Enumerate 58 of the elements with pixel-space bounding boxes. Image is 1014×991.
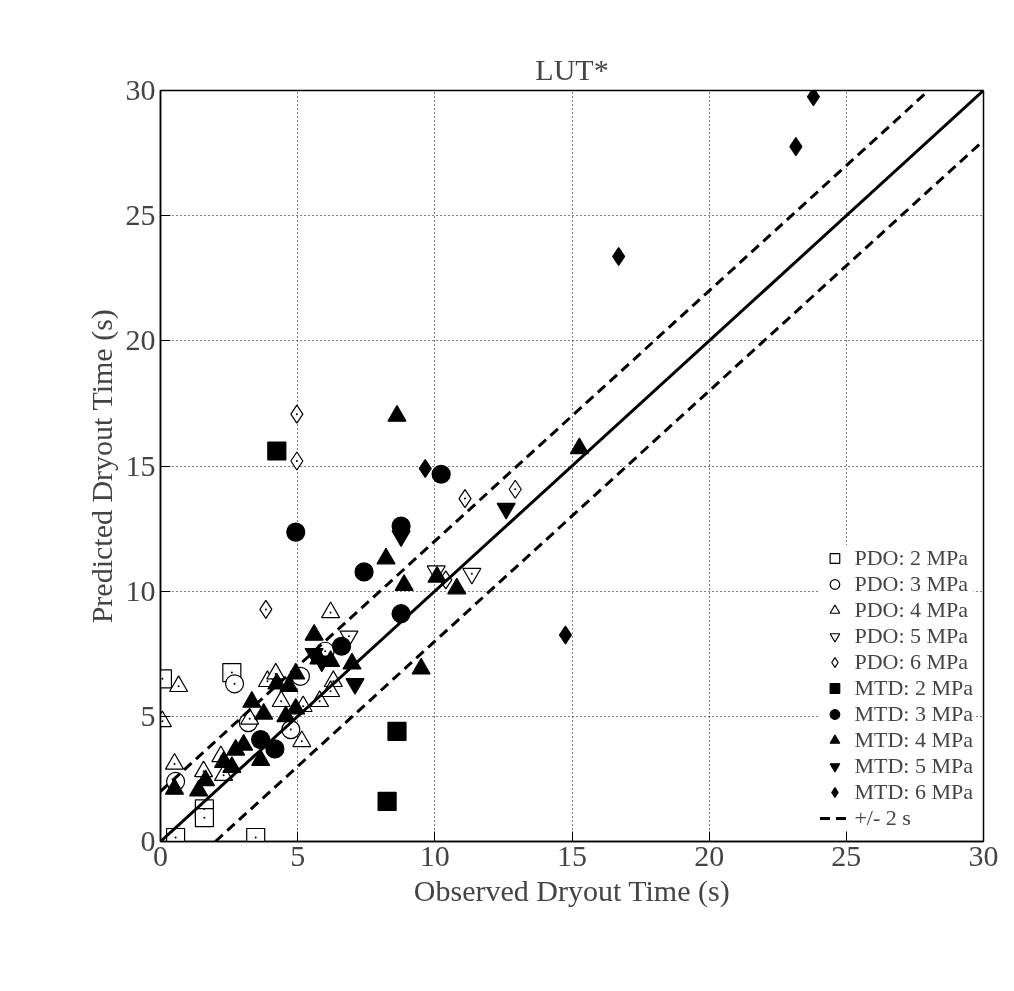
x-tick-label: 15 — [557, 838, 587, 872]
y-tick-label: 15 — [125, 448, 156, 482]
x-tick-label: 20 — [694, 838, 725, 872]
x-tick-label: 30 — [968, 838, 999, 872]
y-tick-label: 30 — [125, 73, 156, 106]
y-axis-title: Predicted Dryout Time (s) — [84, 309, 119, 624]
point — [508, 479, 522, 499]
point — [251, 749, 271, 766]
point — [189, 779, 209, 797]
point — [242, 691, 262, 708]
x-axis-title: Observed Dryout Time (s) — [413, 873, 730, 908]
point — [164, 777, 185, 795]
point — [292, 730, 312, 748]
point — [222, 756, 242, 773]
legend-label: MTD: 6 MPa — [854, 779, 973, 805]
x-tick-label: 5 — [290, 838, 306, 872]
legend-label: PDO: 6 MPa — [854, 649, 969, 675]
point — [376, 547, 396, 565]
chart-title: LUT* — [535, 52, 609, 86]
x-tick-label: 25 — [831, 838, 862, 872]
legend-label: MTD: 3 MPa — [854, 701, 973, 727]
point — [286, 522, 306, 542]
legend-label: +/- 2 s — [854, 805, 911, 831]
point — [447, 577, 467, 595]
point — [267, 441, 287, 461]
point — [276, 705, 296, 723]
point — [806, 90, 821, 107]
legend-label: PDO: 5 MPa — [854, 623, 969, 649]
x-tick-label: 10 — [419, 838, 450, 872]
point — [286, 697, 306, 715]
point — [290, 404, 304, 424]
point — [271, 690, 291, 708]
point — [431, 464, 451, 484]
point — [304, 623, 324, 641]
point — [169, 675, 189, 693]
point — [354, 562, 374, 582]
point — [320, 601, 341, 619]
point — [394, 574, 414, 591]
point — [411, 657, 431, 675]
legend-label: MTD: 5 MPa — [854, 753, 973, 779]
point — [387, 721, 407, 741]
y-tick-label: 20 — [125, 323, 156, 357]
y-tick-label: 25 — [125, 198, 156, 232]
point — [226, 738, 246, 756]
legend-label: MTD: 4 MPa — [854, 727, 973, 753]
point — [331, 636, 352, 656]
legend-label: PDO: 4 MPa — [854, 597, 969, 623]
point — [279, 675, 299, 693]
y-tick-label: 5 — [140, 698, 156, 732]
point — [254, 702, 274, 720]
point — [290, 451, 304, 471]
point — [569, 437, 590, 455]
legend-label: MTD: 2 MPa — [854, 675, 973, 701]
legend-label: PDO: 3 MPa — [854, 571, 969, 597]
point — [164, 752, 185, 770]
legend-label: PDO: 2 MPa — [854, 545, 969, 571]
point — [558, 625, 573, 645]
y-tick-label: 10 — [125, 573, 156, 607]
